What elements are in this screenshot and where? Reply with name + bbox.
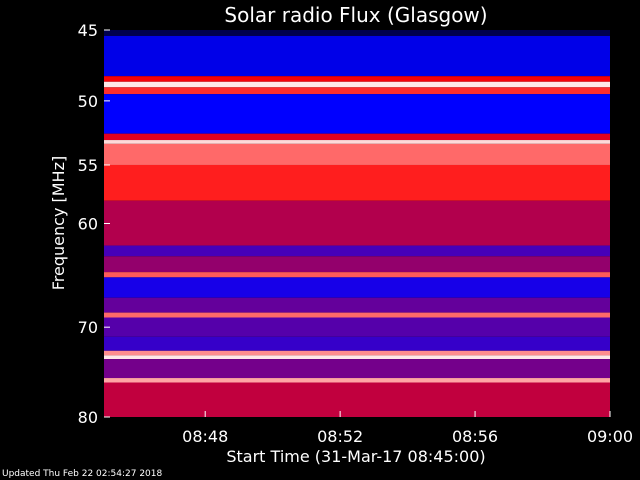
- heatmap-band-8: [104, 143, 610, 165]
- heatmap-band-22: [104, 378, 610, 383]
- heatmap-band-14: [104, 277, 610, 298]
- y-tick-label: 50: [78, 92, 98, 111]
- heatmap-bands: [104, 30, 610, 417]
- heatmap-band-11: [104, 245, 610, 257]
- axis-ticks: 45 50 55 60 70 80 08:48 08:52 08:56 09:00: [78, 21, 633, 446]
- heatmap-band-19: [104, 350, 610, 356]
- heatmap-band-5: [104, 94, 610, 134]
- heatmap-band-21: [104, 359, 610, 379]
- x-tick-label: 08:56: [452, 427, 498, 446]
- heatmap-band-1: [104, 35, 610, 77]
- heatmap-band-23: [104, 382, 610, 417]
- heatmap-band-20: [104, 355, 610, 360]
- heatmap-band-12: [104, 256, 610, 273]
- y-tick-label: 55: [78, 156, 98, 175]
- heatmap-band-18: [104, 336, 610, 351]
- heatmap-band-6: [104, 133, 610, 141]
- heatmap-band-0: [104, 30, 610, 36]
- heatmap-band-3: [104, 81, 610, 88]
- y-tick-label: 80: [78, 408, 98, 427]
- y-axis-label: Frequency [MHz]: [49, 156, 68, 290]
- y-tick-label: 45: [78, 21, 98, 40]
- x-axis-label: Start Time (31-Mar-17 08:45:00): [226, 447, 485, 466]
- chart-title: Solar radio Flux (Glasgow): [224, 3, 487, 27]
- heatmap-band-16: [104, 312, 610, 318]
- heatmap-band-4: [104, 87, 610, 95]
- updated-timestamp: Updated Thu Feb 22 02:54:27 2018: [2, 469, 163, 479]
- heatmap-band-10: [104, 200, 610, 246]
- heatmap-band-17: [104, 317, 610, 337]
- y-tick-label: 60: [78, 215, 98, 234]
- heatmap-band-7: [104, 140, 610, 144]
- heatmap-band-9: [104, 164, 610, 201]
- y-tick-label: 70: [78, 318, 98, 337]
- x-tick-label: 08:48: [182, 427, 228, 446]
- heatmap-band-13: [104, 272, 610, 278]
- x-tick-label: 09:00: [587, 427, 633, 446]
- heatmap-band-2: [104, 76, 610, 82]
- x-tick-label: 08:52: [317, 427, 363, 446]
- heatmap-band-15: [104, 297, 610, 313]
